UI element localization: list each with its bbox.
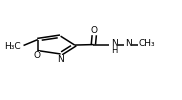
Text: N: N — [125, 39, 132, 48]
Text: H₃C: H₃C — [4, 42, 21, 52]
Text: N: N — [111, 39, 118, 48]
Text: H: H — [111, 46, 117, 56]
Text: O: O — [91, 26, 98, 35]
Text: N: N — [58, 55, 64, 64]
Text: O: O — [33, 52, 40, 60]
Text: CH₃: CH₃ — [139, 39, 155, 48]
